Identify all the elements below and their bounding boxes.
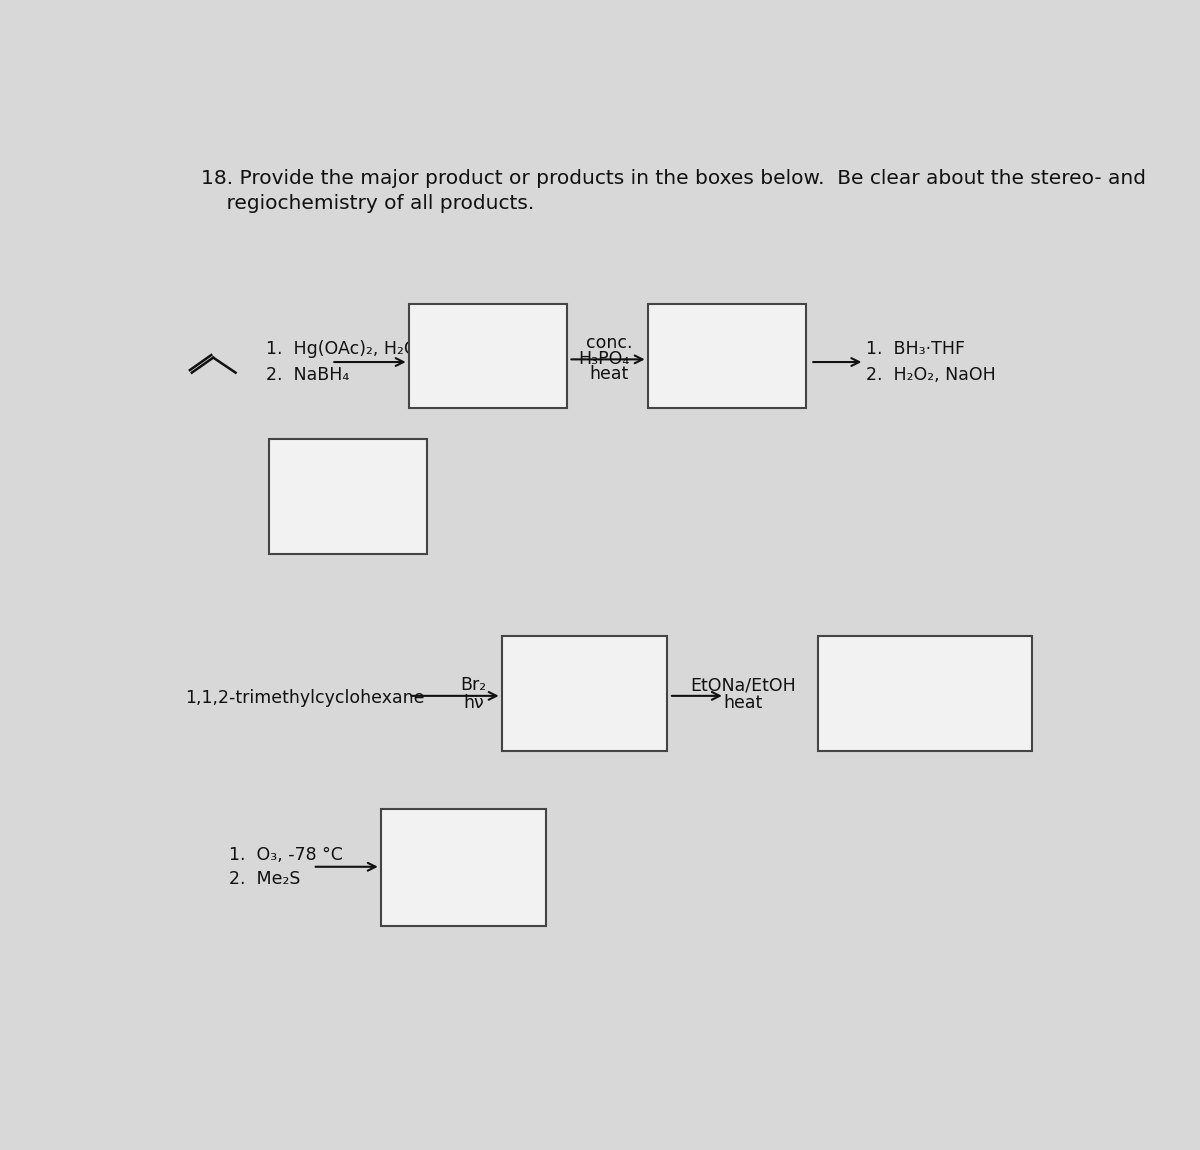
- Text: 18. Provide the major product or products in the boxes below.  Be clear about th: 18. Provide the major product or product…: [202, 169, 1146, 213]
- FancyBboxPatch shape: [648, 304, 805, 408]
- Text: 2.  Me₂S: 2. Me₂S: [229, 871, 300, 888]
- Text: 1,1,2-trimethylcyclohexane: 1,1,2-trimethylcyclohexane: [185, 689, 425, 706]
- Text: 1.  BH₃·THF: 1. BH₃·THF: [866, 339, 965, 358]
- Text: Br₂: Br₂: [461, 676, 487, 695]
- Text: 1.  O₃, -78 °C: 1. O₃, -78 °C: [229, 846, 343, 865]
- FancyBboxPatch shape: [502, 636, 667, 751]
- Text: 2.  NaBH₄: 2. NaBH₄: [266, 367, 349, 384]
- Text: conc.: conc.: [586, 335, 632, 352]
- FancyBboxPatch shape: [380, 810, 546, 926]
- Text: heat: heat: [724, 693, 763, 712]
- Text: EtONa/EtOH: EtONa/EtOH: [690, 676, 797, 695]
- FancyBboxPatch shape: [817, 636, 1032, 751]
- Text: 2.  H₂O₂, NaOH: 2. H₂O₂, NaOH: [866, 367, 996, 384]
- Text: heat: heat: [589, 366, 629, 383]
- Text: hν: hν: [463, 693, 484, 712]
- Text: H₃PO₄: H₃PO₄: [578, 351, 630, 368]
- FancyBboxPatch shape: [269, 439, 427, 554]
- Text: 1.  Hg(OAc)₂, H₂O: 1. Hg(OAc)₂, H₂O: [266, 339, 418, 358]
- FancyBboxPatch shape: [408, 304, 566, 408]
